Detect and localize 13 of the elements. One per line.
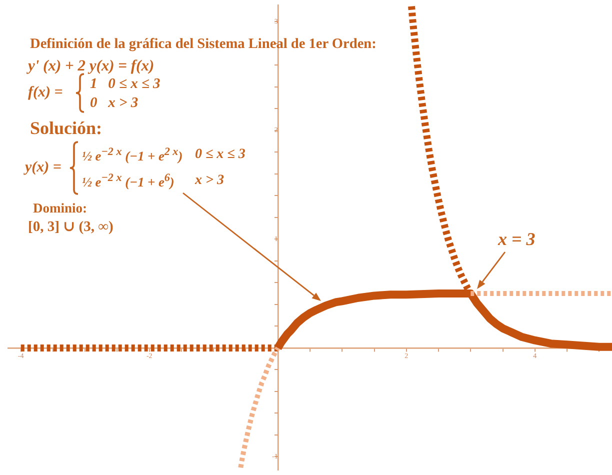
annotation: 0 ≤ x ≤ 3 bbox=[195, 147, 246, 162]
annotation: x > 3 bbox=[195, 173, 224, 188]
annotation: ½ e$^{−2 x}$ (−1 + e$^{6}$) bbox=[82, 172, 174, 190]
annotation: 1 0 ≤ x ≤ 3 bbox=[90, 76, 160, 92]
annotation: 0 x > 3 bbox=[90, 94, 138, 111]
annotation: f(x) = bbox=[28, 84, 63, 100]
annotation: Solución: bbox=[30, 118, 102, 138]
annotation: [0, 3] ∪ (3, ∞) bbox=[28, 218, 114, 235]
annotation: x = 3 bbox=[498, 228, 536, 249]
annotation: y' (x) + 2 y(x) = f(x) bbox=[28, 57, 154, 74]
annotation: Dominio: bbox=[33, 200, 87, 216]
annotation: y(x) = bbox=[25, 160, 62, 176]
annotation: ½ e$^{−2 x}$ (−1 + e$^{2 x}$) bbox=[82, 146, 183, 164]
